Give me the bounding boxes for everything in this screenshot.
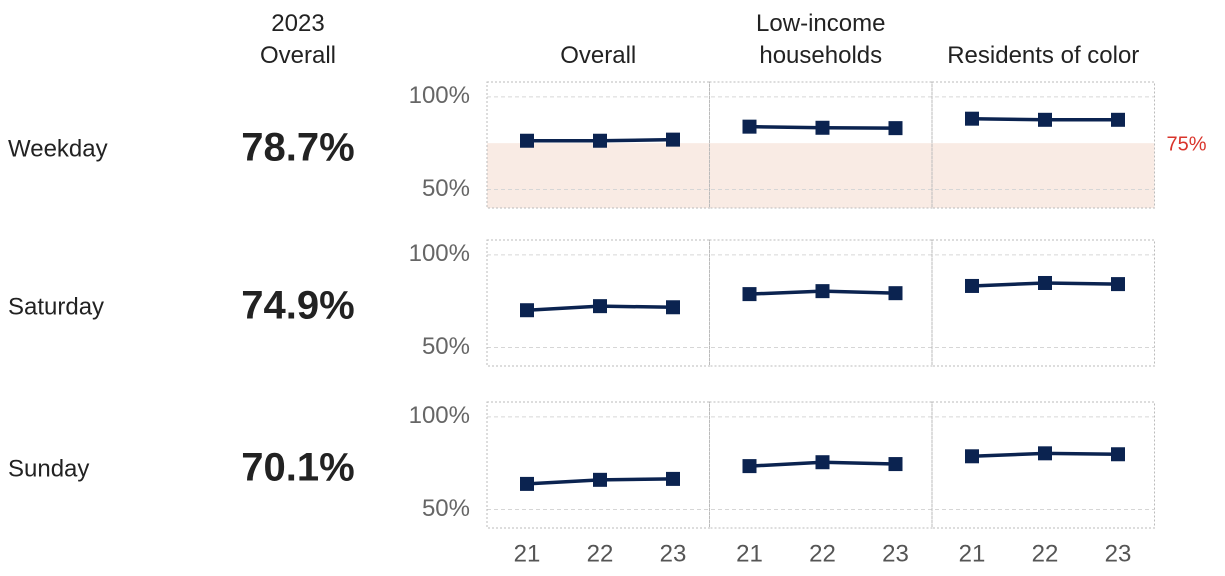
x-tick-label: 21 [514,540,541,567]
threshold-label: 75% [1167,133,1207,155]
series-marker [888,121,903,136]
series-marker [520,133,534,148]
x-tick-label: 22 [587,540,614,567]
row-label: Saturday [8,293,104,320]
column-header: Overall [560,42,637,69]
series-marker [1038,112,1052,127]
series-marker [815,455,830,470]
series-marker [742,119,757,134]
series-marker [593,133,607,148]
series-marker [666,132,680,147]
series-marker [815,284,830,299]
series-marker [1038,275,1052,290]
series-marker [888,457,903,472]
summary-value: 74.9% [241,284,354,328]
series-marker [965,278,979,293]
summary-value: 70.1% [241,446,354,490]
x-tick-label: 23 [1105,540,1132,567]
y-tick-label: 100% [409,402,470,429]
column-header: Low-income households [756,10,886,69]
series-marker [593,472,607,487]
series-marker [1111,277,1125,292]
series-marker [965,449,979,464]
y-tick-label: 100% [409,240,470,267]
series-marker [666,300,680,315]
y-tick-label: 50% [422,495,470,522]
x-tick-label: 21 [959,540,986,567]
series-marker [742,287,757,302]
x-tick-label: 22 [809,540,836,567]
y-tick-label: 100% [409,82,470,109]
x-tick-label: 23 [660,540,687,567]
threshold-band [487,143,1155,208]
series-marker [593,299,607,314]
series-marker [666,471,680,486]
panel-border [931,81,1155,209]
y-tick-label: 50% [422,333,470,360]
panel-border [931,239,1155,367]
series-marker [1111,112,1125,127]
row-label: Weekday [8,135,108,162]
row-label: Sunday [8,455,89,482]
series-marker [1038,446,1052,461]
x-tick-label: 23 [882,540,909,567]
series-marker [742,459,757,474]
summary-value: 78.7% [241,126,354,170]
series-marker [1111,447,1125,462]
column-header: Residents of color [947,42,1140,69]
series-marker [815,120,830,135]
x-tick-label: 22 [1032,540,1059,567]
y-tick-label: 50% [422,175,470,202]
series-marker [520,303,534,318]
series-marker [888,286,903,301]
series-marker [965,111,979,126]
panel-border [931,401,1155,529]
summary-title: 2023 Overall [259,10,337,69]
series-marker [520,476,534,491]
x-tick-label: 21 [736,540,763,567]
